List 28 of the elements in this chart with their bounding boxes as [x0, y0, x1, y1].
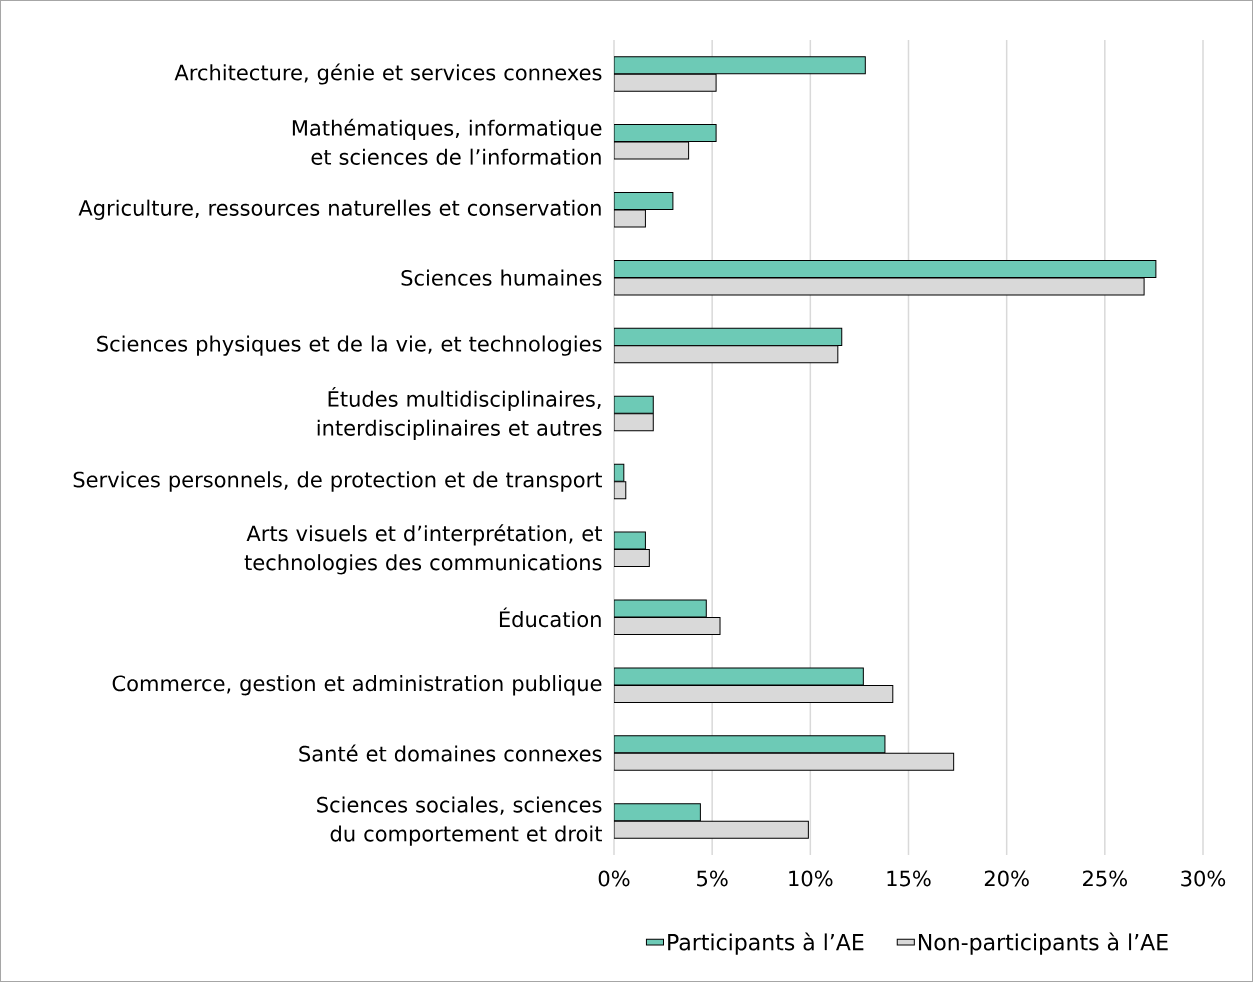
y-tick-label: Santé et domaines connexes	[299, 744, 602, 762]
y-tick-label: Éducation	[499, 607, 601, 628]
x-tick-label: 25%	[1083, 870, 1127, 887]
bar	[614, 327, 843, 346]
bar	[614, 56, 866, 75]
y-tick-label: Sciences physiques et de la vie, et technologies	[97, 335, 602, 356]
bar	[614, 395, 654, 414]
y-tick-label: Architecture, génie et services connexes	[174, 63, 602, 85]
bar	[614, 803, 701, 822]
x-tick-label: 10%	[789, 870, 833, 887]
y-tick-label: Sciences sociales, sciences du comportement et droit	[317, 796, 602, 846]
y-tick-label: Sciences humaines	[401, 269, 602, 286]
bar	[614, 259, 1157, 278]
y-tick-label: Commerce, gestion et administration publique	[112, 675, 602, 696]
x-tick-label: 5%	[697, 870, 728, 887]
x-tick-label: 30%	[1181, 870, 1226, 887]
x-tick-label: 0%	[598, 870, 630, 887]
x-tick-label: 15%	[887, 870, 931, 887]
y-tick-label: Mathématiques, informatique et sciences de l’information	[292, 118, 602, 165]
y-tick-label: Arts visuels et d’interprétation, et technologies des communications	[244, 524, 602, 575]
legend-label: Participants à l’AE	[668, 932, 864, 955]
y-tick-label: Études multidisciplinaires, interdisciplinaires et autres	[317, 387, 602, 440]
y-tick-label: Agriculture, ressources naturelles et conservation	[78, 199, 601, 220]
legend-label: Non-participants à l’AE	[918, 932, 1168, 955]
bar	[614, 192, 674, 211]
y-tick-label: Services personnels, de protection et de transport	[73, 471, 602, 492]
bar	[614, 124, 717, 143]
x-tick-label: 20%	[984, 870, 1029, 887]
